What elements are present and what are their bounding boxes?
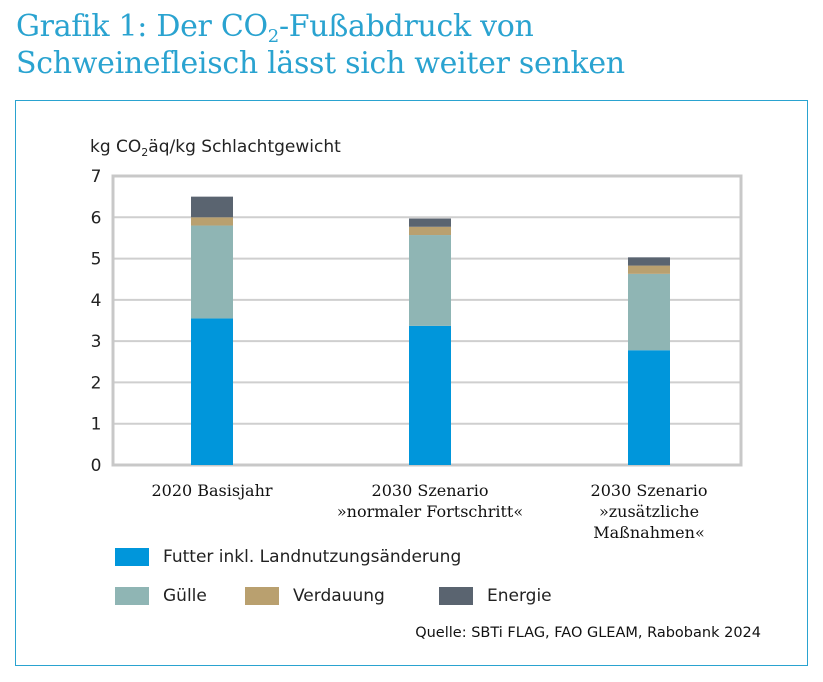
legend-label: Energie bbox=[487, 586, 552, 606]
bar-segment bbox=[628, 350, 670, 465]
legend-swatch bbox=[439, 587, 473, 605]
bar-segment bbox=[191, 217, 233, 226]
legend-item: Verdauung bbox=[245, 586, 385, 606]
title-line-1: Grafik 1: Der CO2-Fußabdruck von bbox=[16, 8, 625, 47]
legend-swatch bbox=[115, 587, 149, 605]
bar-segment bbox=[628, 265, 670, 274]
bar-segment bbox=[191, 318, 233, 465]
chart-title: Grafik 1: Der CO2-Fußabdruck von Schwein… bbox=[16, 8, 625, 82]
y-axis-label-unit: äq/kg Schlachtgewicht bbox=[148, 137, 341, 157]
legend-item: Gülle bbox=[115, 586, 207, 606]
x-tick-label: 2030 Szenario »normaler Fortschritt« bbox=[336, 481, 524, 521]
y-tick-label: 2 bbox=[91, 373, 102, 393]
legend-label: Futter inkl. Landnutzungsänderung bbox=[163, 547, 462, 567]
bar-segment bbox=[628, 257, 670, 266]
source-note: Quelle: SBTi FLAG, FAO GLEAM, Rabobank 2… bbox=[415, 625, 761, 641]
bar-segment bbox=[409, 235, 451, 326]
y-tick-label: 0 bbox=[91, 456, 102, 476]
bar-segment bbox=[191, 225, 233, 319]
title-subscript: 2 bbox=[267, 26, 279, 47]
y-axis-label: kg CO2äq/kg Schlachtgewicht bbox=[90, 137, 341, 159]
y-axis-label-text: kg CO bbox=[90, 137, 142, 157]
title-line-2: Schweinefleisch lässt sich weiter senken bbox=[16, 46, 625, 81]
bar-segment bbox=[409, 226, 451, 236]
bar-segment bbox=[409, 325, 451, 465]
y-tick-label: 1 bbox=[91, 415, 102, 435]
title-text-end: -Fußabdruck von bbox=[278, 9, 534, 44]
bar-segment bbox=[628, 273, 670, 351]
legend-swatch bbox=[245, 587, 279, 605]
y-tick-label: 5 bbox=[91, 250, 102, 270]
y-tick-label: 4 bbox=[91, 291, 102, 311]
legend-swatch bbox=[115, 548, 149, 566]
y-tick-label: 3 bbox=[91, 332, 102, 352]
bar-segment bbox=[191, 196, 233, 218]
title-text: Grafik 1: Der CO bbox=[16, 9, 268, 44]
y-tick-label: 6 bbox=[91, 208, 102, 228]
legend-item: Futter inkl. Landnutzungsänderung bbox=[115, 547, 461, 567]
legend-label: Verdauung bbox=[293, 586, 385, 606]
chart-frame bbox=[15, 100, 808, 666]
y-tick-label: 7 bbox=[91, 167, 102, 187]
bar-segment bbox=[409, 218, 451, 227]
y-axis-label-subscript: 2 bbox=[141, 146, 149, 159]
legend-item: Energie bbox=[439, 586, 552, 606]
x-tick-label: 2030 Szenario »zusätzliche Maßnahmen« bbox=[590, 481, 708, 542]
x-tick-label: 2020 Basisjahr bbox=[151, 481, 273, 500]
legend-label: Gülle bbox=[163, 586, 207, 606]
